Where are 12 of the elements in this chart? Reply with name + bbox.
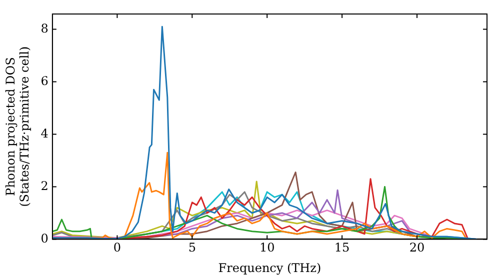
- y-tick-label: 8: [40, 21, 48, 36]
- x-tick-label: 20: [409, 240, 425, 255]
- x-tick-label: 5: [188, 240, 196, 255]
- x-tick-label: 0: [113, 240, 122, 255]
- y-tick-label: 2: [40, 178, 48, 193]
- x-axis-title: Frequency (THz): [218, 260, 322, 275]
- y-axis-title: Phonon projected DOS (States/THz·primitive cell): [3, 46, 32, 207]
- y-tick-label: 0: [40, 231, 48, 246]
- x-tick-label: 15: [334, 240, 350, 255]
- x-tick-label: 10: [259, 240, 275, 255]
- y-tick-label: 6: [40, 74, 48, 88]
- y-tick-label: 4: [40, 126, 49, 140]
